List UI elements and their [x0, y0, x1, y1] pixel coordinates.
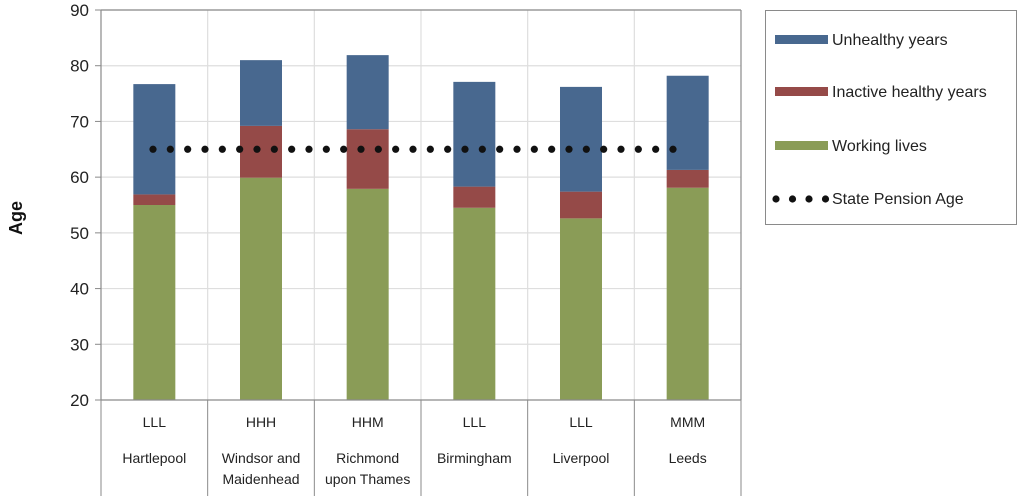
- pension-age-dot: [478, 145, 486, 153]
- legend-label: Unhealthy years: [832, 32, 948, 49]
- pension-age-dot: [322, 145, 330, 153]
- category-name: Maidenhead: [222, 471, 299, 487]
- y-tick-label: 40: [70, 280, 89, 299]
- category-name: Liverpool: [553, 450, 610, 466]
- pension-age-dot: [652, 145, 660, 153]
- pension-age-dot: [426, 145, 434, 153]
- y-tick-label: 60: [70, 168, 89, 187]
- pension-age-dot: [461, 145, 469, 153]
- bar-segment-inactive-healthy-years: [453, 186, 496, 208]
- state-pension-age-line: [149, 145, 677, 153]
- bar-segment-unhealthy-years: [240, 60, 282, 126]
- pension-age-dot: [669, 145, 677, 153]
- bar-segment-unhealthy-years: [453, 81, 496, 187]
- y-tick-label: 70: [70, 112, 89, 131]
- legend-swatch: [775, 35, 828, 44]
- y-tick-label: 80: [70, 57, 89, 76]
- category-name: Leeds: [669, 450, 707, 466]
- x-category-labels: LLL Hartlepool HHH Windsor and Maidenhead HHM…: [122, 414, 706, 487]
- category-code: HHM: [352, 414, 384, 430]
- pension-age-dot: [374, 145, 382, 153]
- y-tick-label: 30: [70, 335, 89, 354]
- bar-segment-working-lives: [240, 177, 282, 400]
- legend-swatch: [775, 87, 828, 96]
- legend-dot: [821, 195, 830, 203]
- category-code: LLL: [569, 414, 593, 430]
- pension-age-dot: [617, 145, 625, 153]
- y-tick-label: 20: [70, 391, 89, 410]
- pension-age-dot: [288, 145, 296, 153]
- bar-segment-unhealthy-years: [560, 86, 602, 192]
- bar-segment-working-lives: [560, 218, 602, 400]
- legend: Unhealthy years Inactive healthy years Wor…: [765, 10, 1017, 225]
- category-name: Birmingham: [437, 450, 512, 466]
- pension-age-dot: [166, 145, 174, 153]
- bar-segment-inactive-healthy-years: [560, 191, 602, 219]
- pension-age-dot: [253, 145, 261, 153]
- bar-segment-working-lives: [666, 187, 709, 400]
- legend-dot: [805, 195, 813, 203]
- pension-age-dot: [565, 145, 573, 153]
- pension-age-dot: [201, 145, 209, 153]
- pension-age-dot: [340, 145, 348, 153]
- pension-age-dot: [582, 145, 590, 153]
- y-tick-labels: 20 30 40 50 60 70 80 90: [70, 1, 89, 410]
- y-tick-label: 90: [70, 1, 89, 20]
- bar-segment-working-lives: [346, 188, 389, 400]
- pension-age-dot: [270, 145, 278, 153]
- pension-age-dot: [392, 145, 400, 153]
- category-name: Windsor and: [222, 450, 301, 466]
- pension-age-dot: [548, 145, 556, 153]
- category-name: upon Thames: [325, 471, 410, 487]
- pension-age-dot: [444, 145, 452, 153]
- bar-segment-unhealthy-years: [346, 55, 389, 130]
- category-code: HHH: [246, 414, 276, 430]
- pension-age-dot: [600, 145, 608, 153]
- pension-age-dot: [409, 145, 417, 153]
- category-name: Richmond: [336, 450, 399, 466]
- category-code: LLL: [463, 414, 487, 430]
- pension-age-dot: [184, 145, 192, 153]
- y-axis-label: Age: [6, 201, 26, 235]
- category-code: LLL: [143, 414, 167, 430]
- y-tick-label: 50: [70, 224, 89, 243]
- bar-segment-unhealthy-years: [666, 75, 709, 170]
- legend-label: Inactive healthy years: [832, 84, 987, 101]
- pension-age-dot: [236, 145, 244, 153]
- pension-age-dot: [634, 145, 642, 153]
- pension-age-dot: [357, 145, 365, 153]
- bar-segment-inactive-healthy-years: [666, 169, 709, 188]
- bars: [133, 55, 709, 400]
- legend-label: State Pension Age: [832, 191, 964, 208]
- legend-box: [765, 10, 1017, 225]
- pension-age-dot: [496, 145, 504, 153]
- legend-dot: [772, 195, 780, 203]
- pension-age-dot: [218, 145, 226, 153]
- pension-age-dot: [149, 145, 157, 153]
- category-code: MMM: [670, 414, 705, 430]
- axes: [95, 9, 742, 496]
- bar-segment-inactive-healthy-years: [133, 194, 176, 205]
- gridlines: [101, 9, 741, 400]
- bar-segment-working-lives: [453, 207, 496, 400]
- pension-age-dot: [513, 145, 521, 153]
- pension-age-dot: [305, 145, 313, 153]
- bar-segment-unhealthy-years: [133, 84, 176, 195]
- legend-dot: [788, 195, 797, 203]
- bar-segment-working-lives: [133, 205, 176, 400]
- bar-segment-inactive-healthy-years: [346, 129, 389, 189]
- legend-label: Working lives: [832, 138, 927, 155]
- category-name: Hartlepool: [122, 450, 186, 466]
- legend-swatch: [775, 141, 828, 150]
- pension-age-dot: [530, 145, 538, 153]
